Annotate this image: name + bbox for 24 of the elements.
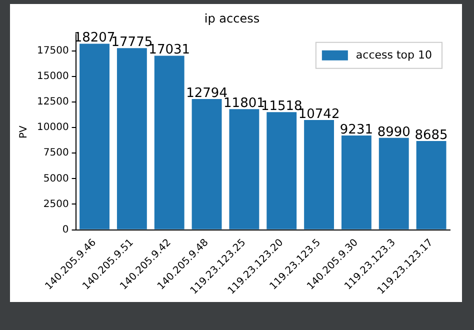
- chart-title: ip access: [204, 11, 260, 26]
- bar: [304, 120, 334, 230]
- bar: [266, 112, 297, 230]
- bar: [154, 56, 184, 230]
- y-axis-title: PV: [18, 126, 30, 139]
- bar: [378, 138, 409, 230]
- bar: [80, 44, 110, 230]
- y-tick-label: 15000: [37, 71, 69, 82]
- y-tick-label: 10000: [37, 122, 69, 134]
- y-tick-label: 5000: [43, 173, 69, 184]
- bar: [229, 109, 260, 230]
- bar: [192, 99, 222, 230]
- y-tick-label: 0: [62, 224, 69, 236]
- data-label: 8685: [414, 128, 448, 143]
- legend-label: access top 10: [356, 48, 432, 62]
- data-label: 9231: [340, 122, 373, 138]
- data-label: 8990: [377, 124, 410, 140]
- y-tick-label: 12500: [37, 96, 69, 108]
- y-tick-label: 2500: [43, 198, 69, 210]
- y-tick-label: 17500: [37, 46, 69, 57]
- y-tick-label: 7500: [43, 148, 69, 159]
- bar: [341, 135, 372, 230]
- bar: [116, 48, 147, 230]
- bar: [416, 141, 446, 230]
